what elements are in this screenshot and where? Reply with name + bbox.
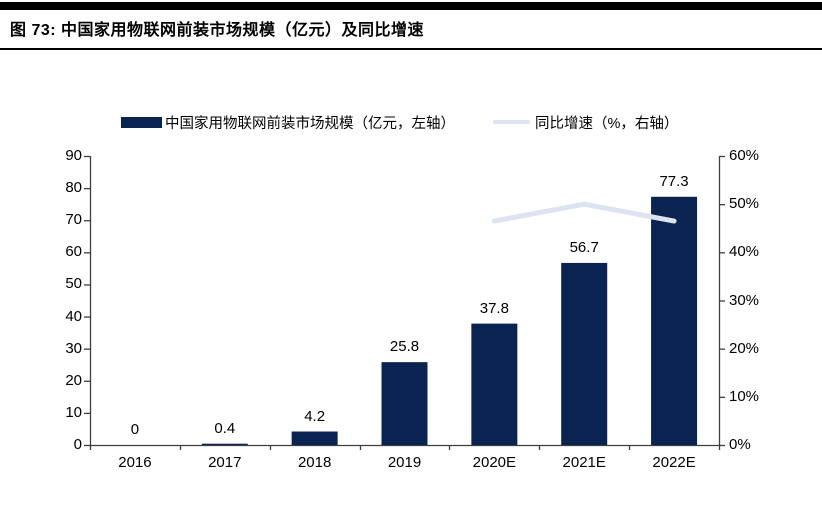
right-axis-tick-label: 30% [729, 291, 760, 309]
right-axis-tick-label: 20% [729, 339, 760, 357]
top-divider-bar [0, 2, 822, 10]
right-axis-tick-label: 10% [729, 387, 760, 405]
x-axis-label-2016: 2016 [118, 454, 152, 471]
x-axis-label-2021E: 2021E [562, 454, 606, 471]
bar-value-label-2016: 0 [130, 421, 140, 438]
left-axis-tick-label: 90 [65, 147, 82, 164]
left-axis-tick-label: 70 [65, 211, 82, 229]
left-axis-tick-label: 0 [73, 436, 82, 453]
left-axis-tick-label: 20 [65, 371, 82, 389]
bar-2020E [471, 323, 518, 445]
legend-item-market-size: 中国家用物联网前装市场规模（亿元，左轴） [121, 112, 455, 132]
bar-value-label-2019: 25.8 [389, 338, 420, 356]
bar-2022E [651, 196, 698, 445]
x-axis-label-2020E: 2020E [472, 454, 517, 471]
left-axis-tick-label: 80 [65, 179, 82, 197]
growth-rate-line [491, 201, 677, 224]
left-axis-tick-label: 10 [65, 403, 82, 421]
left-axis-tick-label: 50 [65, 275, 82, 293]
x-axis-label-2018: 2018 [297, 454, 332, 471]
bar-series-swatch-icon [121, 116, 162, 128]
bar-value-label-2022E: 77.3 [659, 172, 689, 190]
left-axis-tick-label: 30 [65, 339, 82, 357]
line-series-label: 同比增速（%，右轴） [535, 115, 679, 132]
legend-item-growth: 同比增速（%，右轴） [493, 112, 678, 132]
x-axis-label-2017: 2017 [208, 454, 242, 471]
bar-value-label-2021E: 56.7 [569, 238, 599, 256]
bar-2019 [381, 362, 428, 445]
bar-2018 [291, 431, 338, 445]
bar-2021E [561, 262, 608, 445]
bar-series-label: 中国家用物联网前装市场规模（亿元，左轴） [165, 115, 455, 132]
bar-value-label-2020E: 37.8 [479, 299, 509, 317]
x-axis-label-2019: 2019 [387, 454, 422, 471]
right-axis-tick-label: 40% [729, 243, 760, 261]
left-axis-tick-label: 40 [65, 307, 82, 325]
figure-title: 图 73: 中国家用物联网前装市场规模（亿元）及同比增速 [10, 22, 425, 39]
right-axis-tick-label: 60% [729, 147, 760, 164]
right-axis-tick-label: 0% [729, 436, 751, 453]
x-axis-label-2022E: 2022E [652, 454, 696, 471]
bar-value-label-2017: 0.4 [214, 419, 236, 437]
line-series-swatch-icon [493, 120, 530, 124]
bar-2017 [201, 443, 248, 445]
bar-value-label-2018: 4.2 [304, 407, 326, 425]
title-underline [0, 48, 822, 50]
right-axis-tick-label: 50% [729, 195, 760, 213]
left-axis-tick-label: 60 [65, 243, 82, 261]
